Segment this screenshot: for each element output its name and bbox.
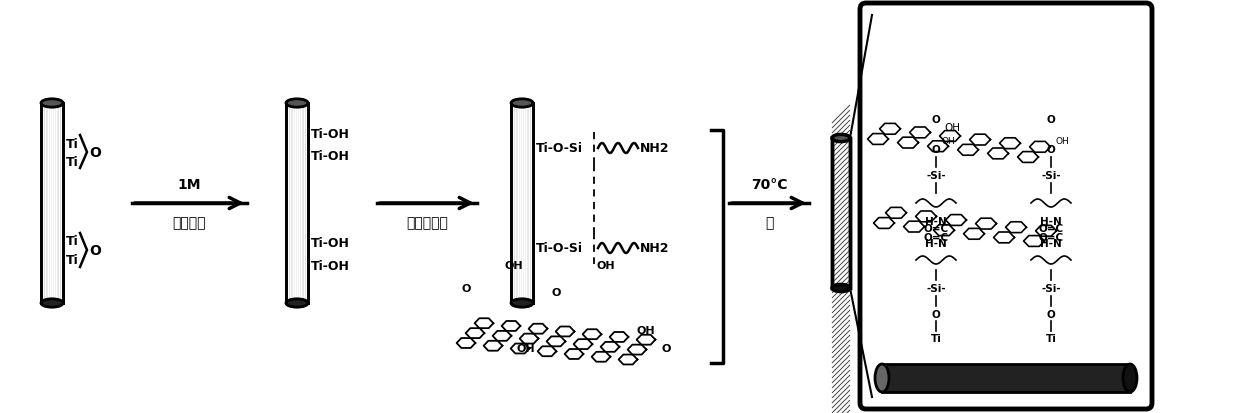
Text: O: O <box>1047 309 1055 319</box>
Bar <box>41 104 63 303</box>
Text: 氯氧化钓: 氯氧化钓 <box>172 216 206 230</box>
Ellipse shape <box>286 299 308 307</box>
Text: -Si-: -Si- <box>1042 283 1060 293</box>
Ellipse shape <box>511 299 533 307</box>
Text: Ti: Ti <box>66 235 79 248</box>
Text: O: O <box>461 283 471 293</box>
Text: Ti-O-Si: Ti-O-Si <box>536 242 583 255</box>
Text: OH: OH <box>517 343 536 353</box>
Text: O: O <box>1047 145 1055 154</box>
Text: OH: OH <box>941 137 955 146</box>
Text: Ti-OH: Ti-OH <box>311 127 350 140</box>
Ellipse shape <box>1123 364 1137 392</box>
Text: O=C: O=C <box>924 233 949 242</box>
Ellipse shape <box>511 100 533 108</box>
Text: O=C: O=C <box>924 223 949 233</box>
Ellipse shape <box>875 364 889 392</box>
Text: OH: OH <box>1056 137 1070 146</box>
Text: O: O <box>1047 115 1055 125</box>
Text: H-N: H-N <box>925 216 947 226</box>
Text: O: O <box>552 287 560 297</box>
Ellipse shape <box>41 100 63 108</box>
Text: Ti: Ti <box>1045 333 1056 343</box>
Text: H-N: H-N <box>1040 238 1061 248</box>
Text: 1M: 1M <box>177 178 201 192</box>
Text: O=C: O=C <box>1038 233 1064 242</box>
Text: OH: OH <box>636 325 655 335</box>
Ellipse shape <box>832 135 849 142</box>
Text: O: O <box>931 145 940 154</box>
Text: -Si-: -Si- <box>926 283 946 293</box>
Ellipse shape <box>41 299 63 307</box>
Text: OH: OH <box>505 260 523 271</box>
Text: O: O <box>89 146 100 159</box>
Text: O: O <box>931 309 940 319</box>
Bar <box>832 139 849 288</box>
Text: H-N: H-N <box>925 238 947 248</box>
Text: Ti-O-Si: Ti-O-Si <box>536 142 583 155</box>
Text: O: O <box>931 115 940 125</box>
Text: O=C: O=C <box>1038 223 1064 233</box>
Text: Ti: Ti <box>66 137 79 150</box>
Text: NH2: NH2 <box>640 142 670 155</box>
Text: Ti-OH: Ti-OH <box>311 237 350 250</box>
Text: Ti: Ti <box>930 333 941 343</box>
Text: O: O <box>89 243 100 257</box>
Text: 70°C: 70°C <box>750 178 787 192</box>
Text: Ti-OH: Ti-OH <box>311 149 350 162</box>
Text: H-N: H-N <box>1040 216 1061 226</box>
Text: OH: OH <box>596 260 615 271</box>
Text: OH: OH <box>944 123 960 133</box>
FancyBboxPatch shape <box>861 4 1152 409</box>
Text: O: O <box>661 343 671 353</box>
Text: -Si-: -Si- <box>1042 171 1060 180</box>
Bar <box>511 104 533 303</box>
Ellipse shape <box>286 100 308 108</box>
Text: Ti: Ti <box>66 253 79 266</box>
Text: 硅烷偶联剂: 硅烷偶联剂 <box>405 216 448 230</box>
Bar <box>286 104 308 303</box>
Bar <box>882 364 1130 392</box>
Text: 胺: 胺 <box>765 216 774 230</box>
Text: Ti: Ti <box>66 155 79 168</box>
Text: Ti-OH: Ti-OH <box>311 259 350 272</box>
Text: -Si-: -Si- <box>926 171 946 180</box>
Text: NH2: NH2 <box>640 242 670 255</box>
Ellipse shape <box>832 285 849 292</box>
